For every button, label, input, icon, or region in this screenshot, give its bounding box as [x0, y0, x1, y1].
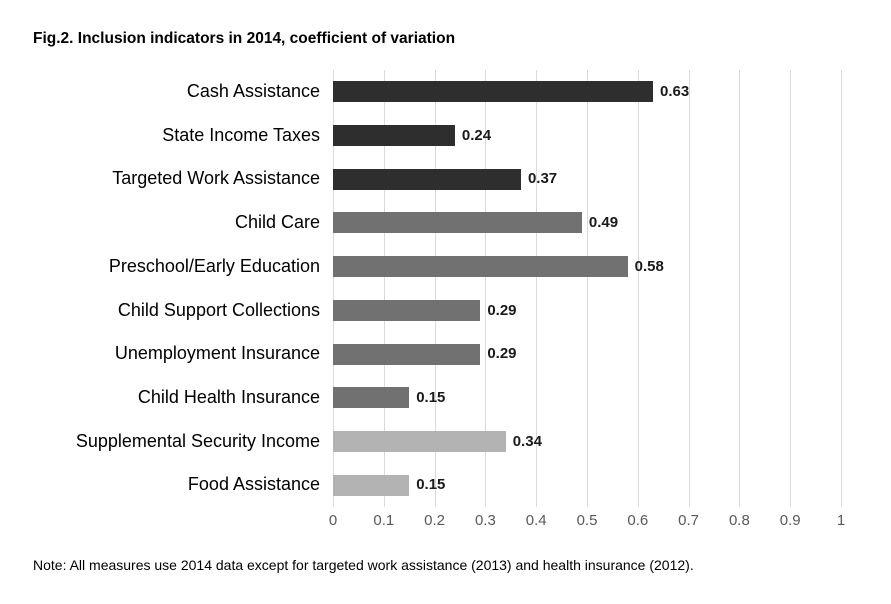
- value-label: 0.24: [461, 126, 492, 144]
- category-label: Cash Assistance: [186, 81, 320, 101]
- value-label: 0.63: [660, 83, 690, 100]
- x-axis-tick-label: 0.7: [678, 512, 700, 529]
- gridline: [688, 70, 690, 507]
- bar: [333, 430, 506, 452]
- category-axis: Cash Assistance State Income Taxes Targete…: [0, 70, 320, 507]
- bar: [333, 387, 410, 409]
- x-axis-tick-label: 0.6: [627, 512, 649, 529]
- bar: [333, 212, 582, 234]
- bar: [333, 168, 521, 190]
- category-label: Child Support Collections: [117, 299, 320, 320]
- bar: [333, 343, 481, 365]
- gridline: [587, 70, 588, 507]
- x-axis: 0 0.1 0.2 0.3 0.4 0.5 0.6 0.7 0.8 0.9 1: [329, 512, 845, 532]
- category-label: Child Care: [234, 212, 320, 233]
- x-axis-tick-label: 0: [328, 512, 338, 529]
- figure-title: Fig.2. Inclusion indicators in 2014, coe…: [33, 30, 456, 47]
- category-label: Preschool/Early Education: [108, 255, 320, 276]
- value-label: 0.37: [527, 170, 558, 188]
- bar: [333, 125, 455, 147]
- category-label: Targeted Work Assistance: [112, 168, 320, 189]
- figure-note: Note: All measures use 2014 data except …: [33, 557, 694, 573]
- value-label: 0.34: [512, 432, 542, 450]
- bar: [333, 474, 410, 496]
- category-label: Child Health Insurance: [137, 386, 320, 407]
- gridline: [434, 70, 436, 507]
- gridline: [536, 70, 538, 507]
- gridline: [485, 70, 487, 507]
- value-label: 0.49: [588, 214, 619, 232]
- value-label: 0.15: [416, 476, 446, 494]
- value-label: 0.29: [487, 345, 517, 363]
- gridline: [790, 70, 792, 507]
- gridline: [841, 70, 842, 507]
- x-axis-tick-label: 0.3: [474, 512, 496, 529]
- value-label: 0.15: [416, 388, 446, 406]
- x-axis-tick-label: 0.4: [525, 512, 547, 529]
- bar: [333, 299, 481, 321]
- bar: [333, 256, 628, 278]
- category-label: State Income Taxes: [162, 124, 320, 145]
- plot-area: 0.63 0.24 0.37 0.49 0.58 0.29 0.29 0.15 0.34 0.15: [333, 70, 842, 507]
- x-axis-tick-label: 0.8: [728, 512, 750, 529]
- x-axis-tick-label: 0.5: [576, 512, 598, 529]
- category-label: Food Assistance: [187, 474, 320, 495]
- category-label: Supplemental Security Income: [75, 430, 320, 451]
- gridline: [333, 70, 334, 507]
- value-label: 0.58: [634, 257, 664, 275]
- value-label: 0.29: [487, 301, 517, 319]
- category-label: Unemployment Insurance: [114, 343, 320, 364]
- gridline: [637, 70, 639, 507]
- x-axis-tick-label: 0.1: [373, 512, 395, 529]
- x-axis-tick-label: 0.9: [779, 512, 801, 529]
- gridline: [739, 70, 741, 507]
- x-axis-tick-label: 0.2: [424, 512, 446, 529]
- bar: [333, 81, 654, 103]
- x-axis-tick-label: 1: [836, 512, 846, 529]
- gridline: [383, 70, 385, 507]
